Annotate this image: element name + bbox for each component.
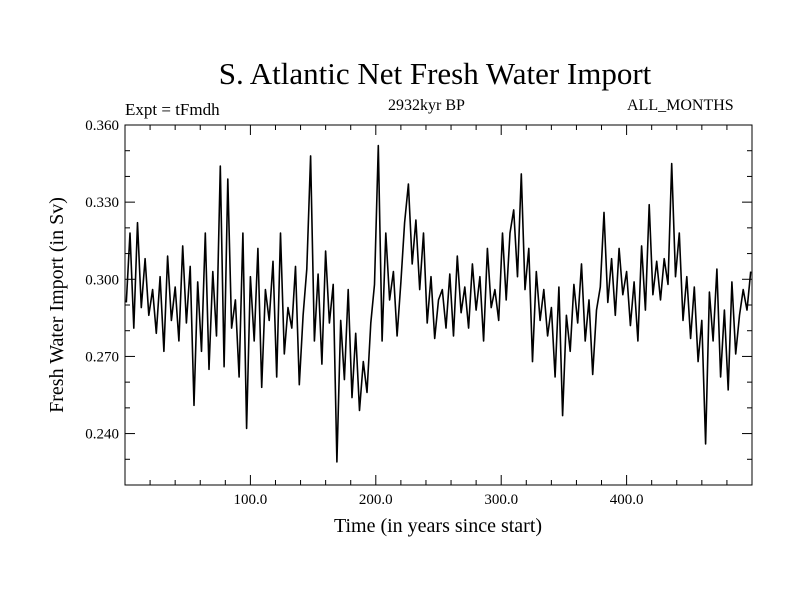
y-tick-label: 0.360 [85, 118, 119, 134]
period-label: 2932kyr BP [388, 97, 465, 114]
y-tick-label: 0.240 [85, 427, 119, 443]
x-tick-label: 100.0 [234, 492, 268, 508]
y-axis-label: Fresh Water Import (in Sv) [46, 197, 68, 413]
x-axis-label: Time (in years since start) [334, 515, 542, 537]
series-line [125, 144, 752, 463]
experiment-label: Expt = tFmdh [125, 100, 220, 119]
x-tick-label: 400.0 [610, 492, 644, 508]
y-tick-label: 0.270 [85, 349, 119, 365]
x-tick-label: 200.0 [359, 492, 393, 508]
y-tick-label: 0.300 [85, 272, 119, 288]
y-tick-label: 0.330 [85, 195, 119, 211]
x-tick-label: 300.0 [484, 492, 518, 508]
months-label: ALL_MONTHS [627, 97, 734, 114]
chart-title: S. Atlantic Net Fresh Water Import [218, 56, 652, 91]
